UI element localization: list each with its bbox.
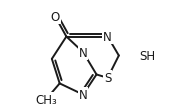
Text: O: O (51, 11, 60, 24)
Text: N: N (103, 31, 112, 44)
Text: N: N (79, 88, 87, 101)
Text: N: N (79, 46, 87, 59)
Text: CH₃: CH₃ (35, 93, 57, 106)
Text: SH: SH (139, 50, 155, 62)
Text: S: S (104, 72, 111, 85)
